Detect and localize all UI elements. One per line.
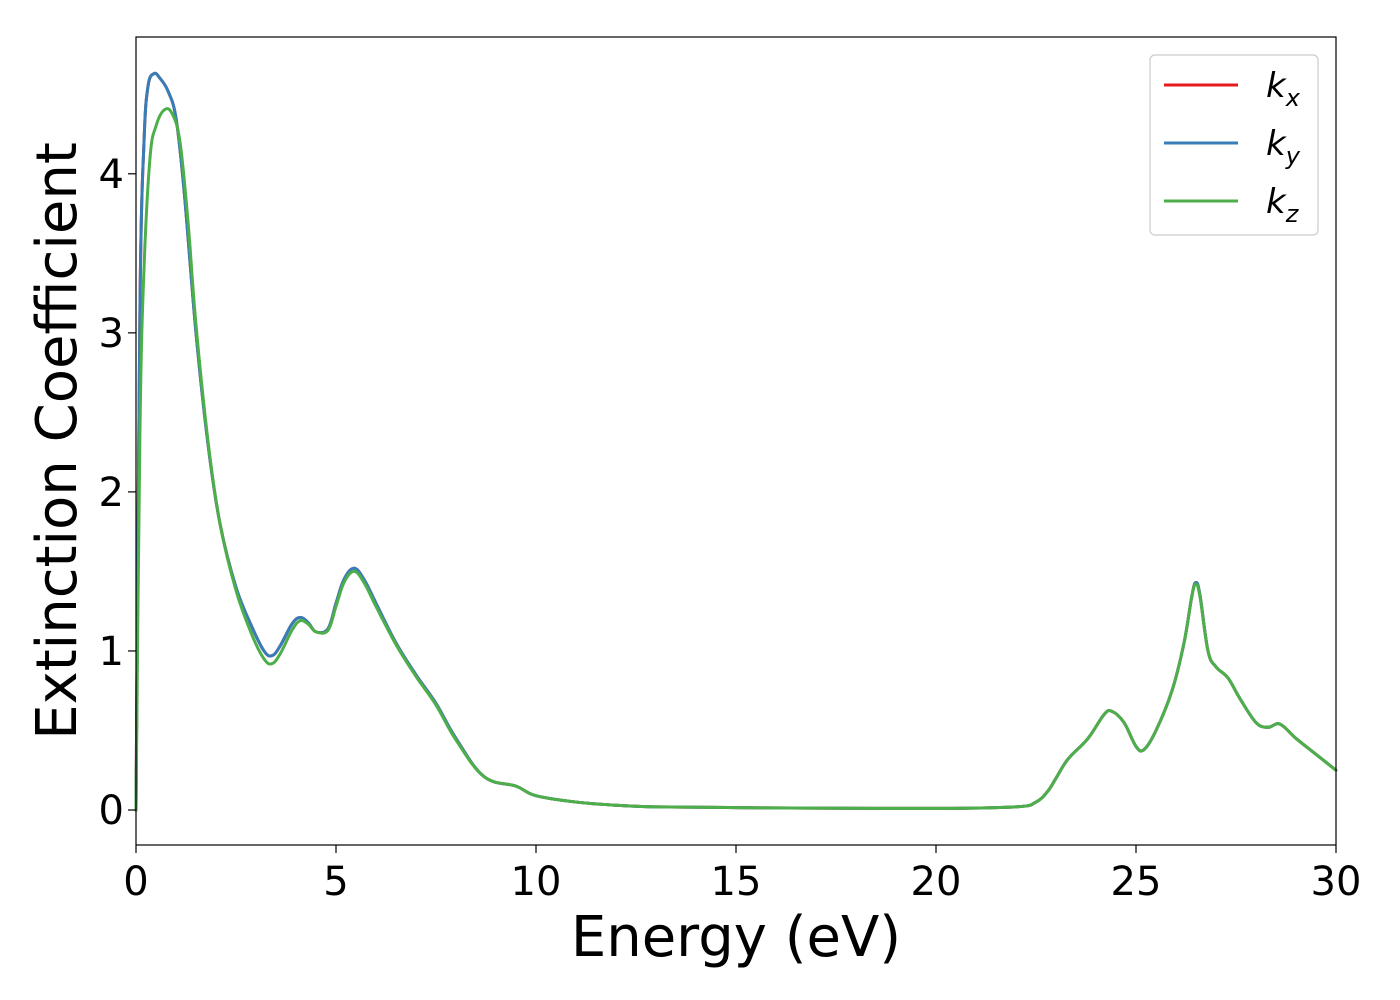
legend-label-subscript: x bbox=[1285, 84, 1301, 112]
x-tick-label: 30 bbox=[1311, 859, 1362, 905]
y-tick-label: 2 bbox=[99, 470, 124, 516]
series-line-z bbox=[134, 107, 1338, 812]
legend-label-base: k bbox=[1266, 182, 1287, 222]
y-axis: 0 1 2 3 4 bbox=[99, 152, 136, 834]
x-tick-label: 25 bbox=[1111, 859, 1162, 905]
y-tick-label: 0 bbox=[99, 788, 124, 834]
legend-label-base: k bbox=[1266, 66, 1287, 106]
x-tick-label: 0 bbox=[123, 859, 148, 905]
x-tick-label: 10 bbox=[511, 859, 562, 905]
plot-background bbox=[136, 37, 1336, 845]
series-layer bbox=[134, 71, 1338, 812]
legend-label-base: k bbox=[1266, 124, 1287, 164]
y-tick-label: 1 bbox=[99, 629, 124, 675]
y-tick-label: 4 bbox=[99, 152, 124, 198]
legend-label-x: kx bbox=[1266, 66, 1301, 112]
x-tick-label: 5 bbox=[323, 859, 348, 905]
legend-label-z: kz bbox=[1266, 182, 1300, 228]
legend-box bbox=[1149, 54, 1319, 236]
x-axis: 0 5 10 15 20 25 30 bbox=[123, 845, 1361, 905]
y-tick-label: 3 bbox=[99, 311, 124, 357]
legend-label-subscript: y bbox=[1285, 142, 1301, 170]
legend-label-y: ky bbox=[1266, 124, 1301, 170]
x-tick-label: 15 bbox=[711, 859, 762, 905]
y-axis-title: Extinction Coefficient bbox=[25, 142, 90, 740]
x-tick-label: 20 bbox=[911, 859, 962, 905]
x-axis-title: Energy (eV) bbox=[571, 905, 901, 970]
legend-label-subscript: z bbox=[1285, 200, 1300, 228]
